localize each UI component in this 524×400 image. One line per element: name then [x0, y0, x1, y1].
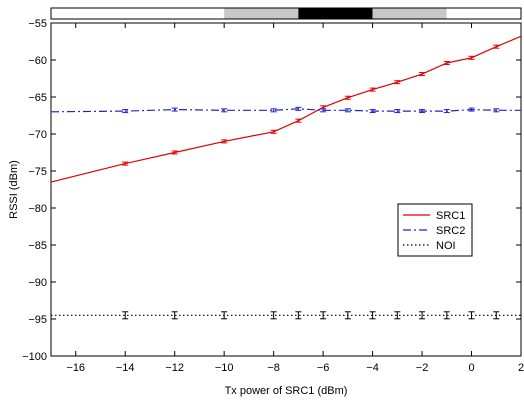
top-bar-outline [50, 7, 522, 20]
x-tick-label: 2 [518, 362, 524, 374]
data-point [493, 311, 500, 320]
data-point [295, 106, 302, 111]
y-tick-label: −65 [28, 92, 47, 104]
data-point [320, 108, 327, 113]
data-point [320, 311, 327, 320]
x-tick-label: −4 [366, 362, 379, 374]
data-point [270, 129, 277, 134]
legend-label: SRC2 [436, 225, 465, 237]
y-tick-label: −55 [28, 18, 47, 30]
data-point [295, 118, 302, 123]
top-bar-segment [372, 8, 447, 19]
data-point [468, 55, 475, 60]
data-point [270, 108, 277, 113]
data-point [270, 311, 277, 320]
x-tick-label: −16 [66, 362, 85, 374]
data-point [468, 107, 475, 112]
data-point [369, 311, 376, 320]
legend-label: SRC1 [436, 210, 465, 222]
top-color-bar [50, 7, 522, 20]
data-point [171, 311, 178, 320]
top-bar-segment [446, 8, 521, 19]
x-tick-label: 0 [468, 362, 474, 374]
x-tick-label: −6 [317, 362, 330, 374]
data-point [369, 109, 376, 114]
x-axis-label: Tx power of SRC1 (dBm) [225, 385, 348, 397]
axis-ticks: −16 −14 −12 −10 −8 −6 −4 −2 0 2 −100 −95 −90 −85 −80 −7… [22, 18, 524, 374]
y-tick-label: −60 [28, 55, 47, 67]
data-point [122, 311, 129, 320]
x-tick-label: −2 [416, 362, 429, 374]
data-point [344, 95, 351, 100]
data-point [394, 109, 401, 114]
x-tick-label: −10 [215, 362, 234, 374]
y-tick-label: −95 [28, 314, 47, 326]
data-point [171, 107, 178, 112]
data-point [419, 72, 426, 77]
x-tick-label: −14 [116, 362, 135, 374]
y-tick-label: −80 [28, 203, 47, 215]
data-point [443, 60, 450, 65]
data-point [443, 311, 450, 320]
data-point [493, 108, 500, 113]
legend: SRC1 SRC2 NOI [397, 203, 473, 257]
data-point [443, 109, 450, 114]
y-tick-label: −75 [28, 166, 47, 178]
y-tick-label: −85 [28, 240, 47, 252]
data-point [221, 108, 228, 113]
data-point [394, 311, 401, 320]
series-line [50, 108, 521, 113]
series-layer [50, 35, 522, 320]
data-point [122, 109, 129, 114]
series-src2 [50, 106, 521, 114]
y-tick-label: −100 [22, 351, 47, 363]
data-point [344, 108, 351, 113]
data-point [369, 87, 376, 92]
data-point [394, 80, 401, 85]
series-src1 [50, 35, 522, 183]
legend-label: NOI [436, 240, 456, 252]
x-tick-label: −8 [267, 362, 280, 374]
data-point [221, 139, 228, 144]
y-axis-label: RSSI (dBm) [8, 160, 20, 219]
data-point [295, 311, 302, 320]
y-tick-label: −90 [28, 277, 47, 289]
data-point [221, 311, 228, 320]
top-bar-segment [298, 8, 373, 19]
data-point [493, 44, 500, 49]
data-point [468, 311, 475, 320]
top-bar-segment [51, 8, 225, 19]
data-point [122, 161, 129, 166]
data-point [344, 311, 351, 320]
top-bar-segment [224, 8, 299, 19]
series-noi [51, 311, 521, 320]
data-point [419, 109, 426, 114]
data-point [171, 150, 178, 155]
y-tick-label: −70 [28, 129, 47, 141]
plot-frame [50, 22, 522, 357]
x-tick-label: −12 [165, 362, 184, 374]
data-point [419, 311, 426, 320]
